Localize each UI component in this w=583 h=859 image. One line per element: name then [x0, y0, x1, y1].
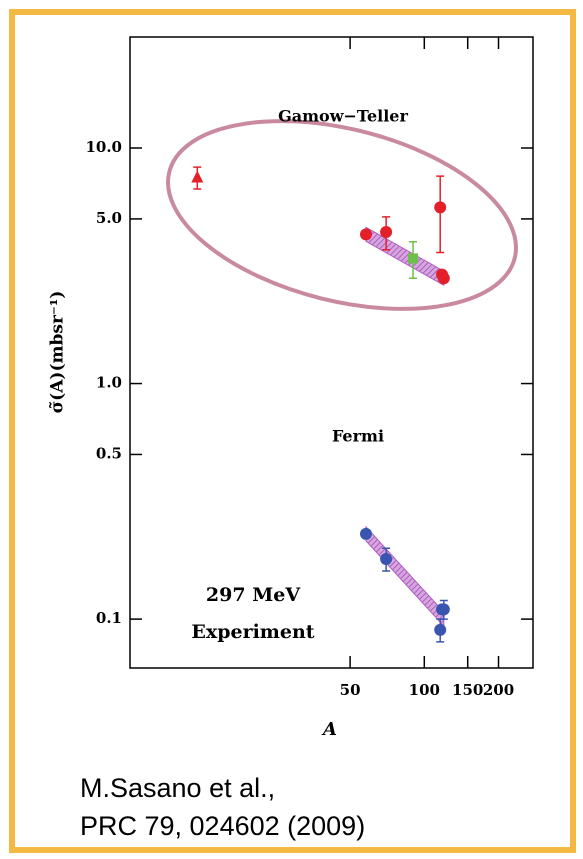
- y-tick-label: 5.0: [96, 209, 122, 227]
- y-tick-label: 1.0: [96, 374, 122, 392]
- point: [437, 603, 450, 616]
- point: [380, 225, 393, 238]
- annotation: 297 MeV: [206, 584, 301, 606]
- error-bar: [436, 175, 445, 254]
- x-tick-label: 100: [409, 681, 440, 699]
- plot-frame: [129, 36, 534, 669]
- fit-band: [365, 226, 445, 287]
- annotation: Fermi: [332, 427, 384, 446]
- annotation: Experiment: [191, 621, 314, 643]
- y-tick-label: 0.1: [96, 609, 122, 627]
- point: [380, 552, 393, 565]
- x-tick-label: 50: [340, 681, 361, 699]
- point: [191, 170, 204, 183]
- point: [437, 272, 450, 285]
- x-label: A: [321, 719, 337, 740]
- annotation: Gamow−Teller: [278, 107, 408, 126]
- x-tick-label: 150: [452, 681, 483, 699]
- frame: [9, 9, 576, 853]
- point: [434, 201, 447, 214]
- y-tick-label: 0.5: [96, 444, 122, 462]
- y-label: σ̃(A)(mbsr⁻¹): [48, 291, 68, 414]
- point: [434, 623, 447, 636]
- point: [408, 253, 419, 264]
- y-tick-label: 10.0: [85, 138, 122, 156]
- x-tick-label: 200: [483, 681, 514, 699]
- point: [359, 228, 372, 241]
- citation: PRC 79, 024602 (2009): [80, 811, 365, 841]
- point: [359, 527, 372, 540]
- fit-band: [365, 525, 445, 628]
- highlight-ellipse: [166, 119, 518, 311]
- citation: M.Sasano et al.,: [80, 773, 275, 803]
